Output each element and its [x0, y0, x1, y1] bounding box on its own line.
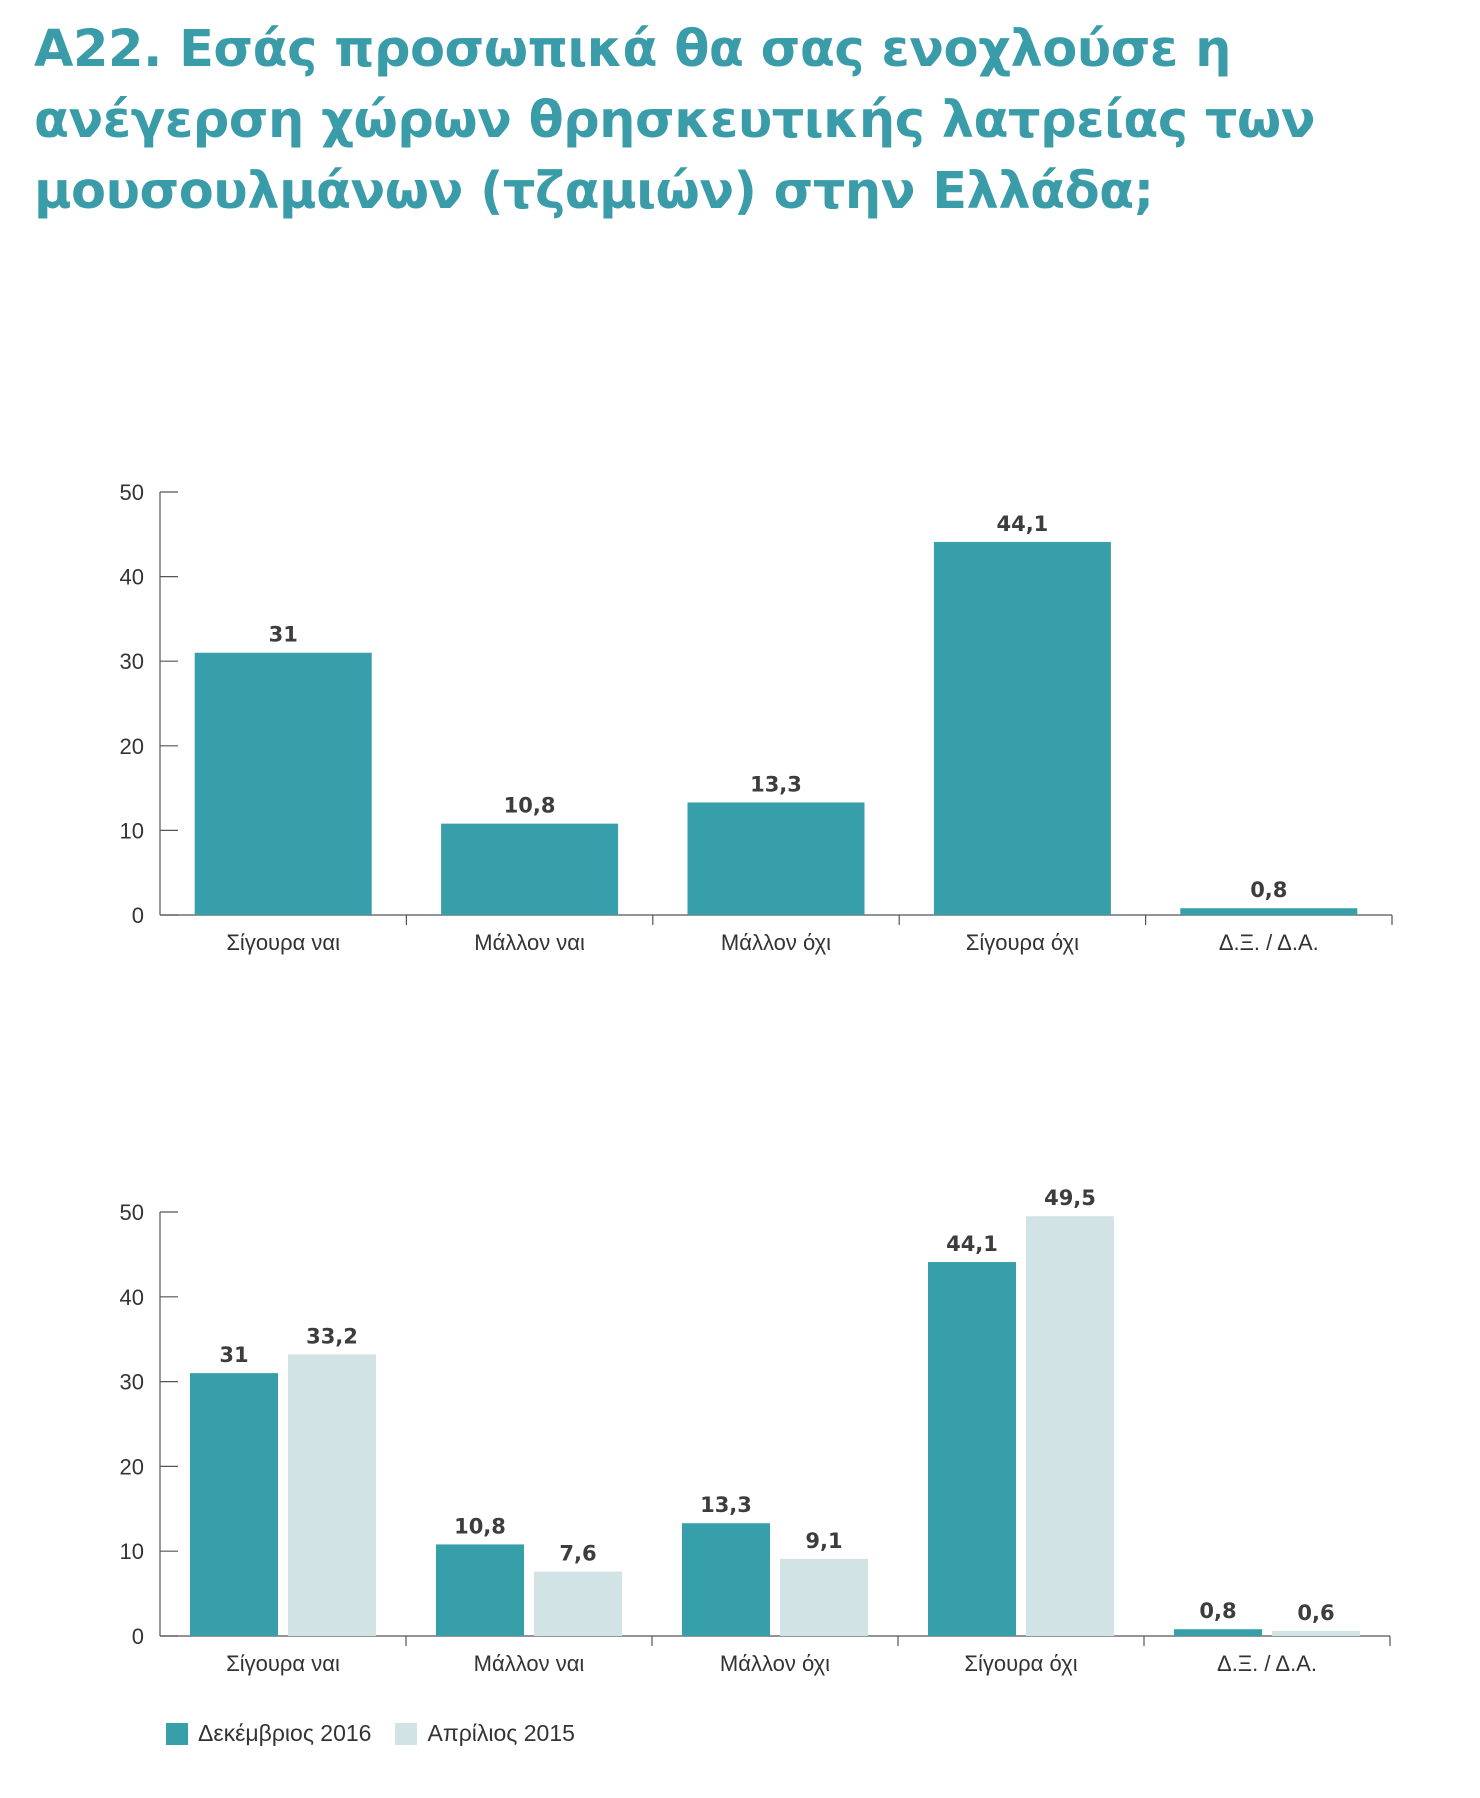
legend-label-apr-2015: Απρίλιος 2015 — [427, 1720, 575, 1746]
x-category-label: Σίγουρα όχι — [966, 930, 1079, 955]
bar — [1180, 908, 1358, 915]
title-line-1: A22. Εσάς προσωπικά θα σας ενοχλούσε η — [34, 20, 1231, 79]
y-tick-label: 10 — [120, 818, 144, 843]
chart-comparison: 0 10 20 30 40 50 31 33,2 Σίγουρα ναι 10,8 7,6 Μάλλο… — [120, 1186, 1391, 1676]
legend-item-apr-2015: Απρίλιος 2015 — [395, 1720, 575, 1747]
y-tick-label: 30 — [120, 1370, 144, 1395]
data-label: 31 — [219, 1343, 248, 1367]
legend-swatch-dec-2016 — [166, 1722, 188, 1745]
bar — [933, 541, 1111, 915]
x-category-label: Δ.Ξ. / Δ.Α. — [1217, 1651, 1317, 1676]
bar — [441, 823, 619, 915]
x-category-label: Μάλλον ναι — [474, 1651, 585, 1676]
data-label: 13,3 — [700, 1493, 752, 1517]
bar — [687, 802, 865, 915]
bar — [1272, 1630, 1360, 1636]
data-label: 9,1 — [805, 1529, 842, 1553]
y-tick-label: 50 — [120, 1200, 144, 1225]
bar — [436, 1544, 524, 1636]
bar — [288, 1354, 376, 1636]
bar — [534, 1571, 622, 1636]
legend-item-dec-2016: Δεκέμβριος 2016 — [166, 1720, 371, 1747]
y-tick-label: 50 — [120, 480, 144, 505]
y-tick-label: 10 — [120, 1539, 144, 1564]
data-label: 13,3 — [750, 772, 802, 796]
x-category-label: Σίγουρα ναι — [226, 930, 340, 955]
x-category-label: Δ.Ξ. / Δ.Α. — [1219, 930, 1319, 955]
y-tick-label: 20 — [120, 1454, 144, 1479]
data-label: 44,1 — [946, 1232, 998, 1256]
data-label: 10,8 — [454, 1514, 506, 1538]
x-category-label: Μάλλον όχι — [721, 930, 831, 955]
bar — [928, 1262, 1016, 1636]
y-tick-label: 20 — [120, 734, 144, 759]
data-label: 10,8 — [504, 794, 556, 818]
x-category-label: Σίγουρα ναι — [226, 1651, 340, 1676]
legend-label-dec-2016: Δεκέμβριος 2016 — [198, 1720, 372, 1746]
bar — [780, 1558, 868, 1636]
y-tick-label: 0 — [132, 1624, 144, 1649]
data-label: 33,2 — [306, 1324, 358, 1348]
y-tick-label: 0 — [132, 903, 144, 928]
data-label: 31 — [269, 623, 298, 647]
x-category-label: Μάλλον ναι — [474, 930, 585, 955]
data-label: 49,5 — [1044, 1186, 1096, 1210]
bar — [1026, 1216, 1114, 1636]
bar — [682, 1523, 770, 1636]
y-tick-label: 40 — [120, 565, 144, 590]
chart-legend: Δεκέμβριος 2016 Απρίλιος 2015 — [166, 1720, 585, 1747]
chart-single-series: 0 10 20 30 40 50 31 Σίγουρα ναι 10,8 Μάλλον ναι 13… — [120, 480, 1393, 955]
legend-swatch-apr-2015 — [395, 1722, 418, 1745]
data-label: 44,1 — [996, 512, 1048, 536]
title-line-2: ανέγερση χώρων θρησκευτικής λατρείας των — [34, 91, 1315, 150]
bar — [190, 1373, 278, 1636]
data-label: 0,6 — [1297, 1601, 1334, 1625]
page-title: A22. Εσάς προσωπικά θα σας ενοχλούσε η α… — [34, 14, 1434, 227]
data-label: 7,6 — [559, 1542, 596, 1566]
data-label: 0,8 — [1199, 1599, 1236, 1623]
bar — [194, 652, 372, 915]
data-label: 0,8 — [1250, 878, 1287, 902]
bar — [1174, 1629, 1262, 1636]
title-line-3: μουσουλμάνων (τζαμιών) στην Ελλάδα; — [34, 162, 1154, 221]
y-tick-label: 30 — [120, 649, 144, 674]
x-category-label: Σίγουρα όχι — [964, 1651, 1077, 1676]
y-tick-label: 40 — [120, 1285, 144, 1310]
x-category-label: Μάλλον όχι — [720, 1651, 830, 1676]
